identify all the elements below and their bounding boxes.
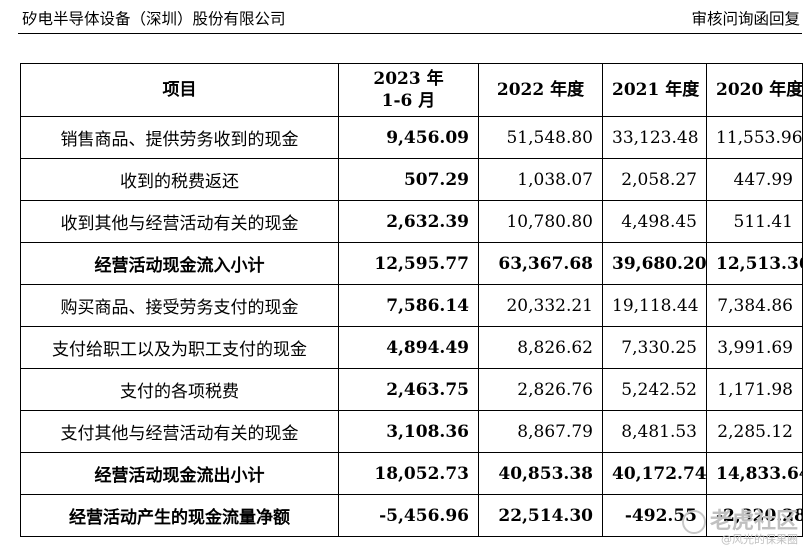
- cell-2021: 4,498.45: [602, 200, 707, 243]
- cash-flow-table: 项目 2023 年 1-6 月 2022 年度 2021 年度 2020 年度 销…: [20, 63, 803, 537]
- page-header: 矽电半导体设备（深圳）股份有限公司 审核问询函回复: [18, 0, 802, 34]
- cell-2022: 8,826.62: [478, 326, 603, 369]
- table-row: 销售商品、提供劳务收到的现金 9,456.09 51,548.80 33,123.48…: [20, 116, 803, 159]
- col-header-item: 项目: [20, 63, 339, 117]
- cell-2022: 8,867.79: [478, 410, 603, 453]
- table-row: 收到的税费返还 507.29 1,038.07 2,058.27 447.99: [20, 158, 803, 201]
- cell-2023h1: 2,463.75: [338, 368, 479, 411]
- row-item-label: 经营活动现金流入小计: [20, 242, 339, 285]
- row-item-label: 支付给职工以及为职工支付的现金: [20, 326, 339, 369]
- row-item-label: 购买商品、接受劳务支付的现金: [20, 284, 339, 327]
- cell-2020: 3,991.69: [706, 326, 803, 369]
- table-row: 支付的各项税费 2,463.75 2,826.76 5,242.52 1,171.98: [20, 368, 803, 411]
- cell-2023h1: 4,894.49: [338, 326, 479, 369]
- cell-2021: -492.55: [602, 494, 707, 537]
- col-header-2022: 2022 年度: [478, 63, 603, 117]
- cell-2023h1: 507.29: [338, 158, 479, 201]
- col-header-2020: 2020 年度: [706, 63, 803, 117]
- row-item-label: 收到的税费返还: [20, 158, 339, 201]
- table-row: 经营活动产生的现金流量净额 -5,456.96 22,514.30 -492.55 -2…: [20, 494, 803, 537]
- cell-2021: 5,242.52: [602, 368, 707, 411]
- row-item-label: 销售商品、提供劳务收到的现金: [20, 116, 339, 159]
- cell-2023h1: 3,108.36: [338, 410, 479, 453]
- cell-2020: 11,553.96: [706, 116, 803, 159]
- cell-2021: 39,680.20: [602, 242, 707, 285]
- cell-2023h1: 7,586.14: [338, 284, 479, 327]
- cell-2022: 40,853.38: [478, 452, 603, 495]
- row-item-label: 经营活动产生的现金流量净额: [20, 494, 339, 537]
- cell-2022: 63,367.68: [478, 242, 603, 285]
- cell-2020: 12,513.36: [706, 242, 803, 285]
- col-header-2023h1-text: 2023 年 1-6 月: [373, 69, 444, 111]
- cell-2021: 40,172.74: [602, 452, 707, 495]
- table-row: 收到其他与经营活动有关的现金 2,632.39 10,780.80 4,498.45 5…: [20, 200, 803, 243]
- cell-2022: 22,514.30: [478, 494, 603, 537]
- table-row: 购买商品、接受劳务支付的现金 7,586.14 20,332.21 19,118.44…: [20, 284, 803, 327]
- table-row: 支付给职工以及为职工支付的现金 4,894.49 8,826.62 7,330.25 3…: [20, 326, 803, 369]
- row-item-label: 经营活动现金流出小计: [20, 452, 339, 495]
- cell-2022: 20,332.21: [478, 284, 603, 327]
- table-header-row: 项目 2023 年 1-6 月 2022 年度 2021 年度 2020 年度: [20, 63, 803, 117]
- row-item-label: 收到其他与经营活动有关的现金: [20, 200, 339, 243]
- document-title: 审核问询函回复: [691, 10, 800, 28]
- row-item-label: 支付其他与经营活动有关的现金: [20, 410, 339, 453]
- cell-2022: 51,548.80: [478, 116, 603, 159]
- cell-2022: 1,038.07: [478, 158, 603, 201]
- cell-2020: -2,320.28: [706, 494, 803, 537]
- cell-2020: 2,285.12: [706, 410, 803, 453]
- cell-2023h1: -5,456.96: [338, 494, 479, 537]
- cell-2021: 8,481.53: [602, 410, 707, 453]
- cell-2021: 19,118.44: [602, 284, 707, 327]
- cell-2021: 33,123.48: [602, 116, 707, 159]
- cell-2021: 7,330.25: [602, 326, 707, 369]
- cell-2023h1: 2,632.39: [338, 200, 479, 243]
- cell-2021: 2,058.27: [602, 158, 707, 201]
- table-row: 经营活动现金流入小计 12,595.77 63,367.68 39,680.20 12,…: [20, 242, 803, 285]
- cell-2020: 7,384.86: [706, 284, 803, 327]
- col-header-2021: 2021 年度: [602, 63, 707, 117]
- cell-2020: 1,171.98: [706, 368, 803, 411]
- col-header-2023h1: 2023 年 1-6 月: [338, 63, 479, 117]
- cell-2022: 10,780.80: [478, 200, 603, 243]
- company-name: 矽电半导体设备（深圳）股份有限公司: [22, 10, 286, 28]
- cell-2020: 511.41: [706, 200, 803, 243]
- cell-2023h1: 18,052.73: [338, 452, 479, 495]
- cell-2022: 2,826.76: [478, 368, 603, 411]
- table-row: 支付其他与经营活动有关的现金 3,108.36 8,867.79 8,481.53 2,…: [20, 410, 803, 453]
- cell-2023h1: 12,595.77: [338, 242, 479, 285]
- cell-2020: 447.99: [706, 158, 803, 201]
- table-row: 经营活动现金流出小计 18,052.73 40,853.38 40,172.74 14,…: [20, 452, 803, 495]
- cell-2020: 14,833.64: [706, 452, 803, 495]
- cell-2023h1: 9,456.09: [338, 116, 479, 159]
- row-item-label: 支付的各项税费: [20, 368, 339, 411]
